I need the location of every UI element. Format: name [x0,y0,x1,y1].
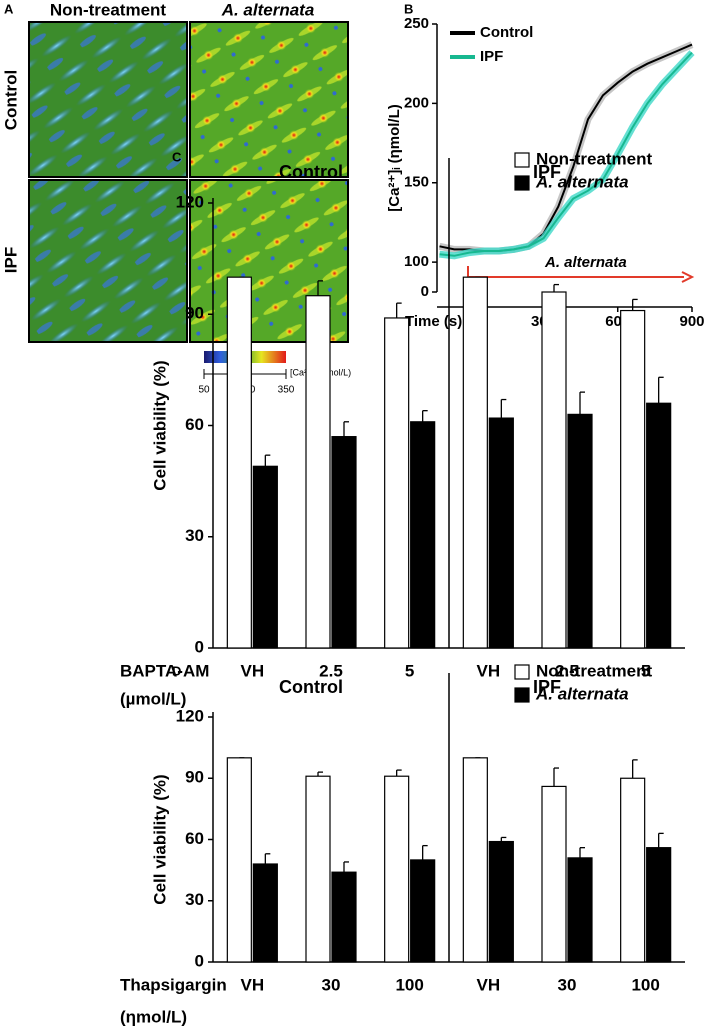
x-tick-label: VH [241,661,265,680]
bar [541,785,567,963]
panel-label: D [172,663,181,678]
x-tick-label: VH [477,975,501,994]
group-label: IPF [533,162,561,182]
legend-label: A. alternata [535,172,629,191]
bar [462,757,488,963]
bar [252,465,278,649]
y-tick-label: 30 [185,526,204,545]
bar [305,295,331,649]
bar [252,863,278,963]
bar [305,775,331,963]
bar [410,859,436,963]
legend-swatch [514,664,530,680]
bar [541,291,567,649]
x-tick-label: 30 [558,975,577,994]
arrow-head [681,271,695,283]
x-tick-label: VH [241,975,265,994]
legend-swatch [514,152,530,168]
bar [620,309,646,649]
legend-label: Non-treatment [536,661,653,680]
y-tick-label: 150 [404,174,429,191]
x-tick-label: 30 [322,975,341,994]
y-tick-label: 60 [185,415,204,434]
bar [646,847,672,963]
y-tick-label: 0 [195,637,204,656]
bar [462,276,488,649]
legend-label: Control [480,24,533,41]
y-axis-label: Cell viability (%) [150,774,169,904]
x-axis-label: (µmol/L) [120,689,186,708]
row-label: Control [1,70,20,130]
row-label: IPF [1,247,20,273]
bar [331,871,357,963]
micrograph [28,21,188,178]
x-tick-label: 100 [631,975,659,994]
y-tick-label: 60 [185,829,204,848]
y-tick-label: 120 [176,192,204,211]
x-tick-label: 2.5 [319,661,343,680]
annotation: A. alternata [544,254,627,271]
x-tick-label: 5 [405,661,414,680]
y-axis-label: [Ca²⁺]ᵢ (ηmol/L) [386,104,403,212]
bar [384,317,410,649]
column-label: A. alternata [221,0,315,19]
y-tick-label: 30 [185,890,204,909]
legend-label: A. alternata [535,684,629,703]
panel-label: C [172,149,182,164]
y-tick-label: 0 [421,283,429,300]
bar [620,777,646,963]
line [439,51,693,257]
y-tick-label: 0 [195,951,204,970]
colorbar-tick-label: 50 [198,385,210,396]
column-label: Non-treatment [50,0,167,19]
y-tick-label: 200 [404,94,429,111]
legend-label: Non-treatment [536,149,653,168]
bar [226,757,252,963]
bar [488,840,514,963]
bar [384,775,410,963]
bar [567,857,593,963]
x-tick-label: 900 [679,313,704,330]
bar [567,413,593,649]
x-tick-label: 100 [395,975,423,994]
y-tick-label: 90 [185,768,204,787]
group-label: IPF [533,677,561,697]
bar [410,421,436,649]
y-tick-label: 250 [404,15,429,32]
x-tick-label: VH [477,661,501,680]
legend-label: IPF [480,48,503,65]
y-tick-label: 90 [185,304,204,323]
group-label: Control [279,677,343,697]
group-label: Control [279,162,343,182]
y-tick-label: 120 [176,706,204,725]
x-axis-label: (ηmol/L) [120,1007,187,1026]
bar [488,417,514,649]
x-axis-label: Time (s) [405,313,462,330]
micrograph [28,179,188,343]
legend-swatch [514,687,530,703]
bar [331,436,357,649]
legend-swatch [514,175,530,191]
line-sem [438,41,694,255]
bar [226,276,252,649]
colorbar-tick-label: 350 [278,385,295,396]
y-tick-label: 100 [404,253,429,270]
panel-label: B [404,1,413,16]
bar [646,402,672,649]
panel-label: A [4,1,14,16]
y-axis-label: Cell viability (%) [150,360,169,490]
line [439,43,693,252]
x-tick-label: 5 [641,661,650,680]
x-axis-label: Thapsigargin [120,975,227,994]
x-axis-label: BAPTA-AM [120,661,209,680]
micrograph [189,21,349,178]
x-tick-label: 2.5 [555,661,579,680]
